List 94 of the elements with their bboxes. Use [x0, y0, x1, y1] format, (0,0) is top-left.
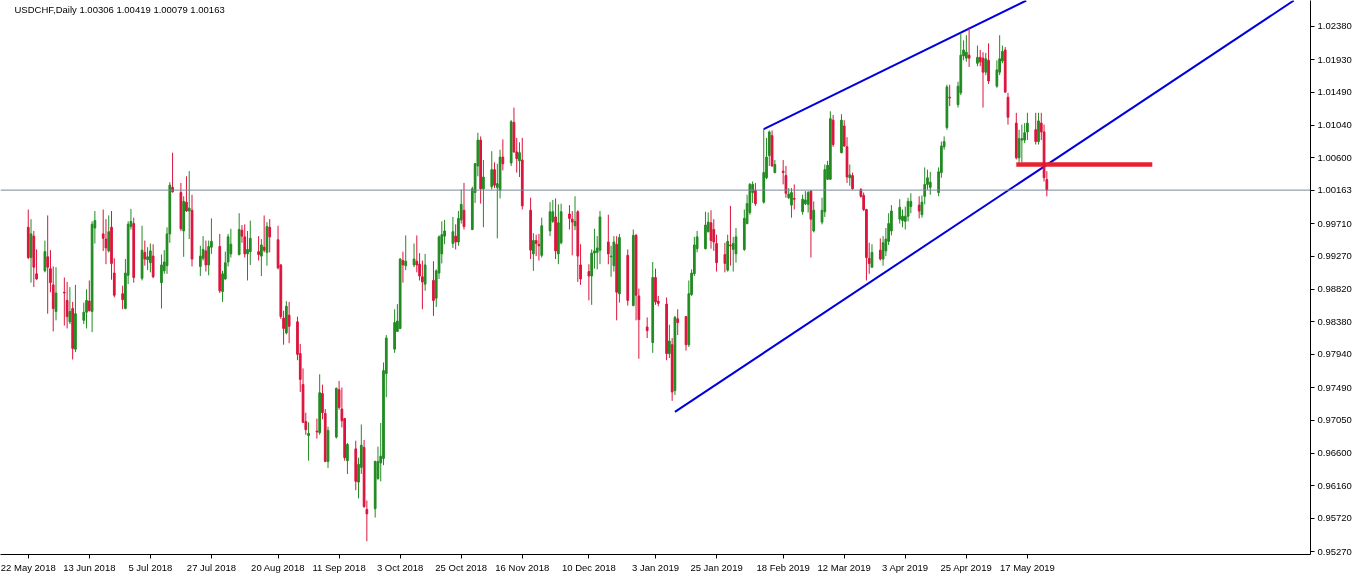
x-tick-label: 3 Oct 2018 — [376, 561, 424, 573]
candlestick — [1026, 112, 1029, 141]
candlestick — [537, 233, 541, 262]
y-tick-label: 1.00600 — [1317, 151, 1352, 163]
candlestick — [898, 198, 902, 225]
candlestick — [454, 223, 458, 250]
x-tick-label: 3 Apr 2019 — [882, 561, 929, 573]
x-tick-label: 10 Dec 2018 — [561, 561, 616, 573]
candlestick — [606, 214, 610, 265]
x-tick-label: 16 Nov 2018 — [495, 561, 550, 573]
x-tick-label: 25 Oct 2018 — [435, 561, 488, 573]
candlestick — [65, 281, 69, 329]
candlestick — [260, 238, 263, 277]
candlestick — [54, 266, 58, 321]
y-tick-label: 0.97490 — [1317, 381, 1352, 393]
candlestick — [121, 285, 124, 310]
candlestick — [1034, 112, 1038, 146]
candlestick — [307, 421, 310, 462]
candlestick — [404, 234, 408, 271]
y-tick-label: 0.99710 — [1317, 217, 1352, 229]
x-tick-label: 11 Sep 2018 — [312, 561, 366, 573]
y-tick-label: 0.97940 — [1317, 348, 1352, 360]
x-tick-label: 13 Jun 2018 — [63, 561, 116, 573]
y-tick-label: 0.98380 — [1317, 315, 1352, 327]
y-tick-label: 1.02380 — [1317, 20, 1352, 32]
candlestick — [984, 52, 988, 76]
candlestick — [46, 214, 50, 315]
ref-line-label: 1.00163 — [1317, 184, 1352, 196]
candlestick — [204, 240, 208, 273]
candlestick — [729, 205, 732, 267]
x-tick-label: 27 Jul 2018 — [186, 561, 236, 573]
candlestick — [43, 240, 47, 273]
candlestick — [812, 200, 816, 233]
candlestick — [870, 243, 874, 269]
candlestick — [928, 171, 932, 196]
candlestick — [412, 243, 416, 268]
y-tick-label: 0.98820 — [1317, 283, 1352, 295]
candlestick — [401, 251, 405, 284]
y-tick-label: 1.01930 — [1317, 53, 1352, 65]
candlestick — [801, 194, 804, 216]
candlestick — [62, 277, 66, 327]
candlestick — [878, 237, 882, 262]
candlestick — [151, 243, 155, 279]
candlestick — [315, 418, 319, 440]
x-tick-label: 25 Apr 2019 — [940, 561, 992, 573]
x-tick-label: 3 Jan 2019 — [631, 561, 680, 573]
candlestick — [676, 308, 680, 336]
candlestick — [964, 34, 968, 63]
candlestick — [268, 218, 272, 253]
candlestick — [668, 324, 671, 359]
candlestick — [451, 216, 455, 249]
candlestick — [482, 159, 485, 228]
candlestick — [501, 138, 505, 171]
x-tick-label: 18 Feb 2019 — [756, 561, 810, 573]
candlestick — [160, 254, 163, 310]
x-tick-label: 12 Mar 2019 — [817, 561, 871, 573]
y-tick-label: 1.01490 — [1317, 86, 1352, 98]
candlestick — [848, 163, 852, 187]
candlestick — [587, 263, 591, 301]
x-tick-label: 22 May 2018 — [0, 561, 56, 573]
candlestick — [493, 161, 496, 189]
candlestick — [149, 243, 152, 273]
candlestick — [518, 141, 521, 178]
candlestick — [1017, 129, 1021, 163]
candlestick — [1006, 92, 1010, 126]
candlestick — [185, 175, 188, 213]
y-tick-label: 1.01040 — [1317, 119, 1352, 131]
candlestick — [612, 235, 616, 273]
y-tick-label: 0.96160 — [1317, 479, 1352, 491]
candlestick — [645, 316, 649, 339]
candlestick — [987, 42, 990, 85]
y-tick-label: 0.97050 — [1317, 414, 1352, 426]
candlestick — [346, 442, 349, 475]
candlestick — [1020, 124, 1024, 163]
candlestick — [948, 84, 952, 107]
y-tick-label: 0.99270 — [1317, 250, 1352, 262]
y-tick-label: 0.96600 — [1317, 447, 1352, 459]
candlestick — [257, 235, 260, 262]
x-tick-label: 25 Jan 2019 — [690, 561, 743, 573]
candlestick — [146, 246, 149, 271]
candlestick — [548, 201, 552, 237]
candlestick — [107, 214, 111, 253]
chart-title: USDCHF,Daily 1.00306 1.00419 1.00079 1.00163 — [14, 4, 225, 15]
y-tick-label: 0.95270 — [1317, 545, 1352, 557]
x-tick-label: 17 May 2019 — [999, 561, 1055, 573]
y-tick-label: 0.95720 — [1317, 512, 1352, 524]
candlestick — [85, 288, 88, 329]
candlestick — [1037, 112, 1040, 146]
x-tick-label: 20 Aug 2018 — [251, 561, 305, 573]
x-tick-label: 5 Jul 2018 — [128, 561, 173, 573]
candlestick — [967, 26, 971, 68]
candlestick — [68, 286, 72, 325]
candlestick — [490, 150, 494, 191]
candlestick — [462, 182, 466, 230]
